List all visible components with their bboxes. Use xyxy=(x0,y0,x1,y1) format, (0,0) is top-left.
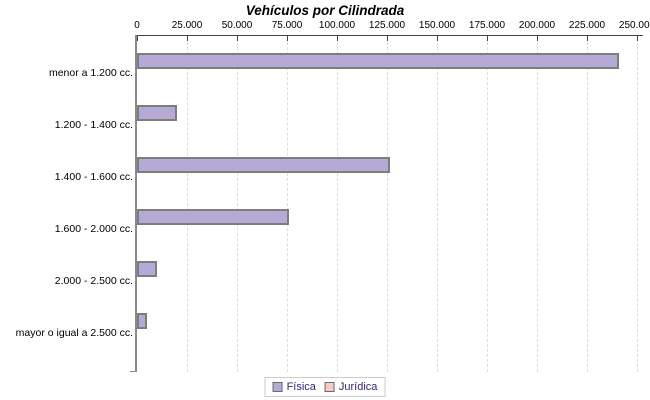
bar-fisica xyxy=(137,209,289,225)
x-axis-tick-label: 25.000 xyxy=(171,20,203,31)
x-axis-tick-label: 125.000 xyxy=(368,20,406,31)
x-axis-tick-label: 100.000 xyxy=(318,20,356,31)
bar-fisica xyxy=(137,261,157,277)
x-axis-line xyxy=(135,35,643,36)
gridline xyxy=(337,37,338,372)
gridline xyxy=(587,37,588,372)
bar-fisica xyxy=(137,53,619,69)
x-axis-tick-label: 175.000 xyxy=(468,20,506,31)
x-axis-tick-label: 0 xyxy=(134,20,140,31)
gridline xyxy=(487,37,488,372)
x-axis-tick xyxy=(287,36,288,41)
gridline xyxy=(637,37,638,372)
x-axis-tick xyxy=(337,36,338,41)
bar-fisica xyxy=(137,313,147,329)
x-axis-tick-label: 50.000 xyxy=(221,20,253,31)
x-axis-tick-label: 200.000 xyxy=(518,20,556,31)
category-label: menor a 1.200 cc. xyxy=(48,67,133,79)
legend-item-fisica: Física xyxy=(272,381,316,393)
x-axis-tick-label: 225.000 xyxy=(568,20,606,31)
x-axis-tick xyxy=(187,36,188,41)
category-label: 1.400 - 1.600 cc. xyxy=(54,171,133,183)
gridline xyxy=(537,37,538,372)
legend: Física Jurídica xyxy=(264,377,386,397)
category-label: 2.000 - 2.500 cc. xyxy=(54,275,133,287)
x-axis-tick xyxy=(587,36,588,41)
gridline xyxy=(437,37,438,372)
y-axis-line xyxy=(135,35,137,372)
x-axis-tick xyxy=(637,36,638,41)
legend-label-juridica: Jurídica xyxy=(338,381,378,393)
y-axis-end-tick xyxy=(130,371,135,372)
gridline xyxy=(237,37,238,372)
gridline xyxy=(187,37,188,372)
legend-item-juridica: Jurídica xyxy=(324,381,378,393)
gridline xyxy=(287,37,288,372)
chart-title: Vehículos por Cilindrada xyxy=(245,3,405,18)
legend-swatch-juridica xyxy=(324,382,335,392)
x-axis-tick xyxy=(437,36,438,41)
category-label: 1.200 - 1.400 cc. xyxy=(54,119,133,131)
x-axis-tick-label: 250.000 xyxy=(618,20,650,31)
category-label: mayor o igual a 2.500 cc. xyxy=(15,327,133,339)
bar-fisica xyxy=(137,157,390,173)
category-label: 1.600 - 2.000 cc. xyxy=(54,223,133,235)
bar-fisica xyxy=(137,105,177,121)
legend-swatch-fisica xyxy=(272,382,283,392)
x-axis-tick xyxy=(487,36,488,41)
x-axis-tick xyxy=(237,36,238,41)
x-axis-tick-label: 150.000 xyxy=(418,20,456,31)
x-axis-tick-label: 75.000 xyxy=(271,20,303,31)
x-axis-tick xyxy=(387,36,388,41)
x-axis-tick xyxy=(537,36,538,41)
legend-label-fisica: Física xyxy=(286,381,316,393)
x-axis-tick xyxy=(137,36,138,41)
gridline xyxy=(387,37,388,372)
